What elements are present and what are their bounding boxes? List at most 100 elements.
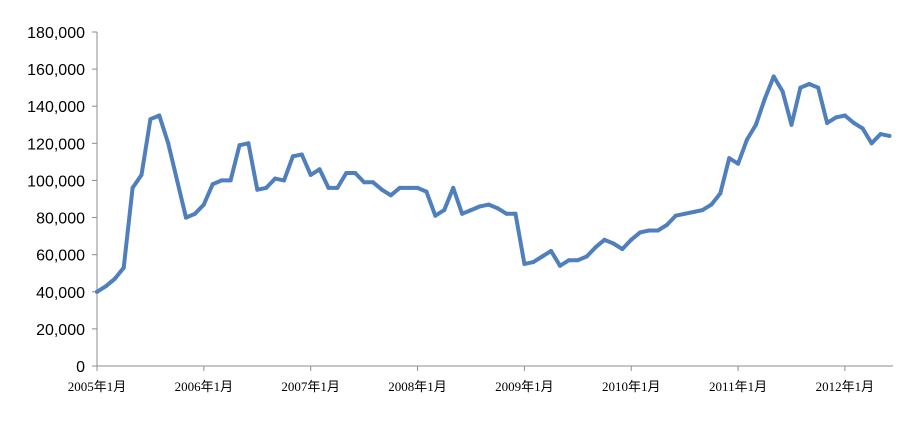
data-point: [317, 167, 322, 172]
data-point: [825, 120, 830, 125]
data-point: [664, 223, 669, 227]
data-point: [308, 172, 313, 177]
data-point: [531, 260, 536, 265]
data-point: [192, 211, 197, 216]
data-point: [469, 208, 473, 213]
y-tick-label: 0: [76, 359, 85, 376]
data-point: [335, 185, 340, 190]
data-point: [273, 176, 278, 181]
y-tick-label: 180,000: [27, 25, 85, 42]
data-point: [148, 117, 153, 122]
data-point: [602, 237, 607, 242]
series-line: [95, 74, 892, 294]
data-point: [495, 206, 500, 211]
data-point: [798, 85, 803, 90]
y-tick-labels: 0 20,000 40,000 60,000 80,000 100,000 120,000 1…: [27, 25, 97, 376]
data-point: [673, 213, 678, 218]
y-tick-label: 40,000: [36, 285, 85, 302]
y-tick-label: 80,000: [36, 211, 85, 228]
data-point: [460, 211, 465, 216]
data-point: [620, 247, 625, 252]
data-point: [709, 202, 714, 207]
data-point: [504, 211, 509, 216]
data-point: [201, 202, 206, 207]
data-point: [210, 182, 215, 187]
data-point: [175, 178, 180, 183]
data-point: [103, 284, 108, 289]
data-point: [388, 193, 393, 198]
data-point: [282, 178, 286, 183]
data-point: [753, 122, 758, 127]
data-point: [780, 89, 785, 94]
x-tick-labels: 2005年1月 2006年1月 2007年1月 2008年1月 2009年1月 2010年…: [68, 366, 874, 394]
data-point: [549, 249, 554, 253]
data-point: [451, 185, 456, 190]
data-point: [682, 211, 687, 216]
data-point: [807, 82, 812, 86]
data-point: [344, 171, 349, 175]
data-point: [575, 258, 580, 263]
data-point: [611, 241, 616, 246]
data-point: [442, 208, 447, 213]
data-point: [326, 185, 331, 190]
data-point: [246, 141, 251, 146]
data-point: [655, 228, 660, 233]
data-point: [638, 230, 643, 235]
data-point: [139, 172, 144, 177]
data-point: [353, 171, 358, 175]
y-tick-label: 120,000: [27, 136, 85, 153]
data-point: [816, 85, 821, 90]
data-point: [513, 211, 518, 216]
data-point: [237, 143, 242, 148]
data-point: [647, 228, 651, 233]
data-point: [522, 261, 527, 266]
data-point: [860, 126, 865, 131]
x-tick-label: 2010年1月: [602, 379, 661, 394]
data-point: [789, 122, 794, 127]
data-point: [736, 161, 741, 166]
data-point: [629, 237, 634, 242]
data-point: [166, 141, 171, 146]
data-point: [264, 185, 269, 190]
data-point: [157, 113, 162, 118]
data-point: [424, 189, 429, 194]
data-point: [593, 245, 598, 250]
x-tick-label: 2005年1月: [68, 379, 127, 394]
data-point: [184, 215, 188, 220]
y-tick-label: 60,000: [36, 248, 85, 265]
data-point: [842, 113, 847, 118]
y-tick-label: 100,000: [27, 173, 85, 190]
data-point: [566, 258, 571, 263]
data-point: [869, 141, 874, 146]
data-point: [727, 156, 732, 161]
y-tick-label: 20,000: [36, 322, 85, 339]
data-point: [219, 178, 224, 183]
data-point: [95, 289, 99, 294]
x-tick-label: 2011年1月: [709, 379, 767, 394]
data-point: [112, 276, 117, 281]
y-tick-label: 140,000: [27, 99, 85, 116]
x-tick-label: 2006年1月: [175, 379, 234, 394]
data-point: [130, 185, 135, 190]
data-point: [290, 154, 295, 159]
data-point: [851, 120, 856, 125]
data-point: [718, 191, 723, 196]
series-group: [95, 74, 892, 294]
data-point: [771, 74, 776, 79]
x-tick-label: 2012年1月: [816, 379, 875, 394]
data-point: [371, 180, 375, 185]
data-point: [406, 185, 411, 190]
data-point: [121, 265, 126, 270]
data-point: [255, 187, 260, 192]
data-point: [228, 178, 233, 183]
data-point: [397, 185, 402, 190]
data-point: [379, 187, 384, 192]
data-point: [887, 133, 892, 138]
x-tick-label: 2007年1月: [281, 379, 340, 394]
data-point: [415, 185, 420, 190]
x-tick-label: 2009年1月: [495, 379, 554, 394]
data-point: [540, 254, 545, 259]
data-point: [362, 180, 367, 185]
x-tick-label: 2008年1月: [388, 379, 447, 394]
